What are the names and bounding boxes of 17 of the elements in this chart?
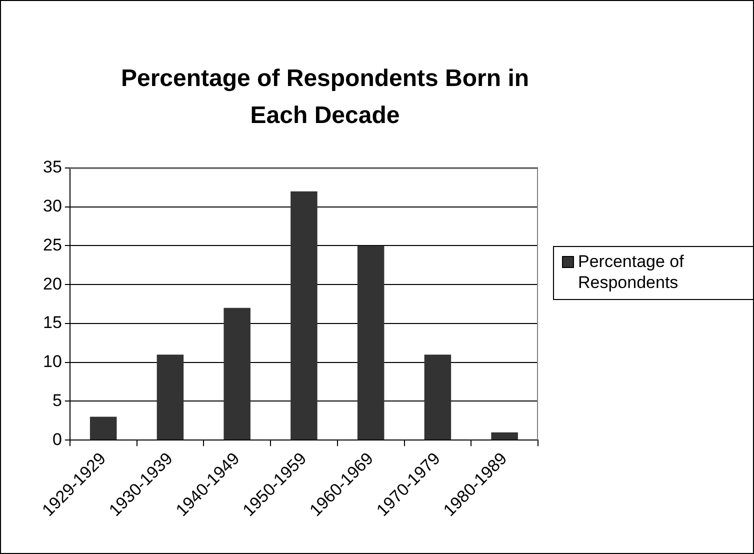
- bar: [156, 354, 184, 440]
- bar: [357, 246, 384, 440]
- y-tick-label: 0: [52, 430, 62, 449]
- y-tick-label: 5: [52, 390, 62, 410]
- chart-title: Percentage of Respondents Born in Each Decade: [120, 64, 530, 131]
- bar: [424, 354, 452, 440]
- bar: [90, 416, 117, 440]
- y-tick-label: 35: [42, 158, 62, 177]
- y-tick-label: 30: [42, 196, 62, 216]
- bar: [224, 308, 250, 440]
- y-tick-label: 20: [42, 274, 62, 294]
- legend-label: Percentage of Respondents: [578, 251, 685, 293]
- bar: [491, 432, 518, 440]
- y-tick-label: 15: [42, 313, 62, 332]
- y-tick-label: 25: [42, 235, 62, 254]
- bar: [290, 191, 318, 440]
- y-tick-label: 10: [42, 352, 62, 372]
